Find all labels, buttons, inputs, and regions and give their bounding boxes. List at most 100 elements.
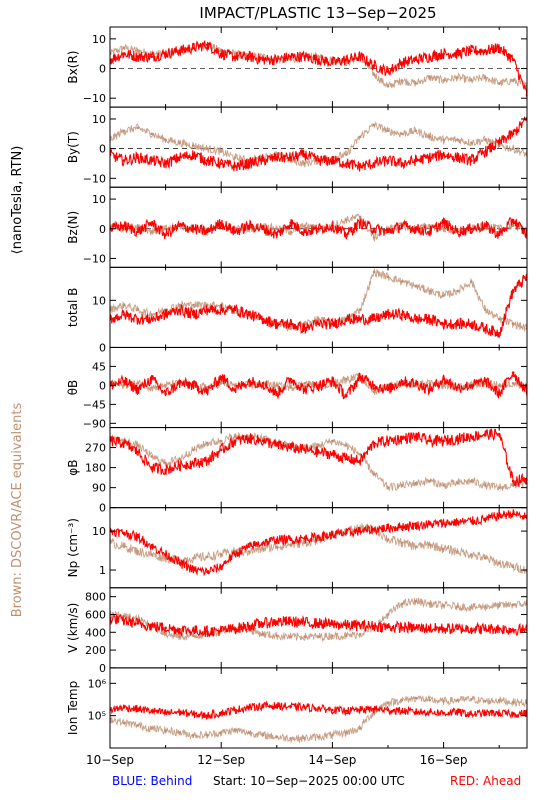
np-red-point — [303, 537, 306, 540]
np-red-point — [247, 545, 251, 548]
v-brown-point — [386, 613, 390, 616]
v-red-point — [164, 626, 167, 630]
v-red-point — [345, 623, 348, 627]
phi-red-point — [289, 446, 293, 449]
btot-red-point — [331, 322, 334, 326]
phi-red-point — [400, 437, 404, 441]
bx-brown-point — [233, 52, 237, 55]
phi-red-point — [414, 435, 418, 438]
theta-red-point — [456, 386, 459, 389]
v-red-point — [136, 622, 140, 625]
bx-brown-point — [442, 79, 445, 82]
phi-brown-point — [317, 444, 320, 447]
theta-brown-point — [442, 384, 445, 387]
bz-red-point — [484, 224, 487, 228]
v-red-point — [122, 619, 126, 622]
bz-brown-point — [150, 230, 153, 233]
phi-red-point — [428, 439, 432, 443]
bx-red-point — [331, 61, 334, 64]
bz-brown-point — [136, 224, 140, 228]
theta-ytick-label: 45 — [92, 360, 106, 373]
v-red-trace — [110, 613, 527, 638]
bz-red-point — [442, 221, 445, 225]
tp-red-point — [247, 706, 251, 709]
btot-brown-point — [511, 322, 515, 326]
btot-brown-point — [442, 294, 445, 297]
np-brown-point — [484, 557, 487, 560]
bx-red-point — [372, 64, 376, 67]
theta-red-point — [303, 388, 306, 391]
by-ytick-label: −10 — [83, 172, 106, 185]
btot-red-point — [456, 322, 459, 326]
phi-red-point — [345, 457, 348, 461]
phi-ylabel: φB — [66, 460, 80, 476]
btot-brown-point — [136, 308, 140, 312]
v-brown-point — [289, 635, 293, 638]
bz-brown-point — [442, 227, 445, 231]
dscovr-ace-note: Brown: DSCOVR/ACE equivalents — [10, 403, 25, 618]
bz-red-point — [261, 227, 265, 231]
by-red-point — [150, 159, 153, 162]
btot-red-point — [317, 322, 320, 326]
np-red-point — [358, 529, 362, 533]
btot-red-point — [261, 317, 265, 321]
bz-red-point — [372, 227, 376, 231]
phi-brown-point — [414, 481, 418, 485]
phi-red-point — [247, 437, 251, 441]
np-red-point — [219, 565, 223, 569]
bx-red-point — [497, 46, 501, 50]
by-red-point — [164, 162, 167, 165]
bx-red-point — [358, 55, 362, 58]
phi-brown-point — [219, 439, 223, 443]
np-red-point — [206, 570, 209, 574]
by-red-point — [331, 159, 334, 162]
panel-phi: 270 180 90 0 φB — [66, 427, 528, 515]
theta-brown-point — [164, 384, 167, 387]
bz-red-point — [122, 224, 126, 228]
by-red-point — [233, 165, 237, 168]
bx-red-point — [400, 61, 404, 64]
btot-red-point — [386, 313, 390, 316]
v-red-point — [219, 629, 223, 632]
tp-brown-point — [122, 721, 126, 725]
btot-red-point — [164, 313, 167, 316]
tp-red-point — [275, 704, 279, 708]
bx-ytick-label: −10 — [83, 92, 106, 105]
phi-red-point — [497, 432, 501, 436]
btot-brown-point — [428, 289, 432, 293]
np-red-point — [470, 519, 473, 523]
v-red-point — [511, 628, 515, 631]
by-red-point — [414, 159, 418, 162]
tp-brown-point — [289, 737, 293, 740]
footer-behind: BLUE: Behind — [112, 774, 192, 788]
btot-brown-point — [414, 284, 418, 288]
v-red-point — [150, 624, 153, 628]
v-brown-point — [317, 635, 320, 638]
btot-brown-point — [192, 303, 195, 307]
by-brown-point — [372, 123, 376, 127]
tp-brown-point — [164, 729, 167, 732]
theta-brown-point — [219, 382, 223, 385]
btot-red-point — [400, 313, 404, 316]
btot-brown-point — [317, 317, 320, 321]
v-brown-point — [192, 634, 195, 638]
by-brown-point — [122, 129, 126, 133]
np-ylabel: Np (cm⁻³) — [66, 518, 80, 577]
bx-red-point — [247, 55, 251, 58]
bx-brown-point — [400, 79, 404, 82]
by-red-point — [442, 153, 445, 156]
bz-red-point — [219, 221, 223, 225]
tp-brown-point — [150, 727, 153, 730]
theta-red-point — [442, 377, 445, 381]
by-red-point — [317, 159, 320, 162]
theta-red-point — [511, 371, 515, 375]
np-red-trace — [110, 509, 527, 577]
btot-brown-point — [470, 280, 473, 283]
tp-brown-point — [497, 698, 501, 702]
btot-red-point — [136, 317, 140, 321]
tp-brown-trace — [110, 694, 527, 744]
btot-red-point — [470, 322, 473, 326]
bx-brown-point — [456, 76, 459, 79]
btot-red-point — [372, 317, 376, 321]
